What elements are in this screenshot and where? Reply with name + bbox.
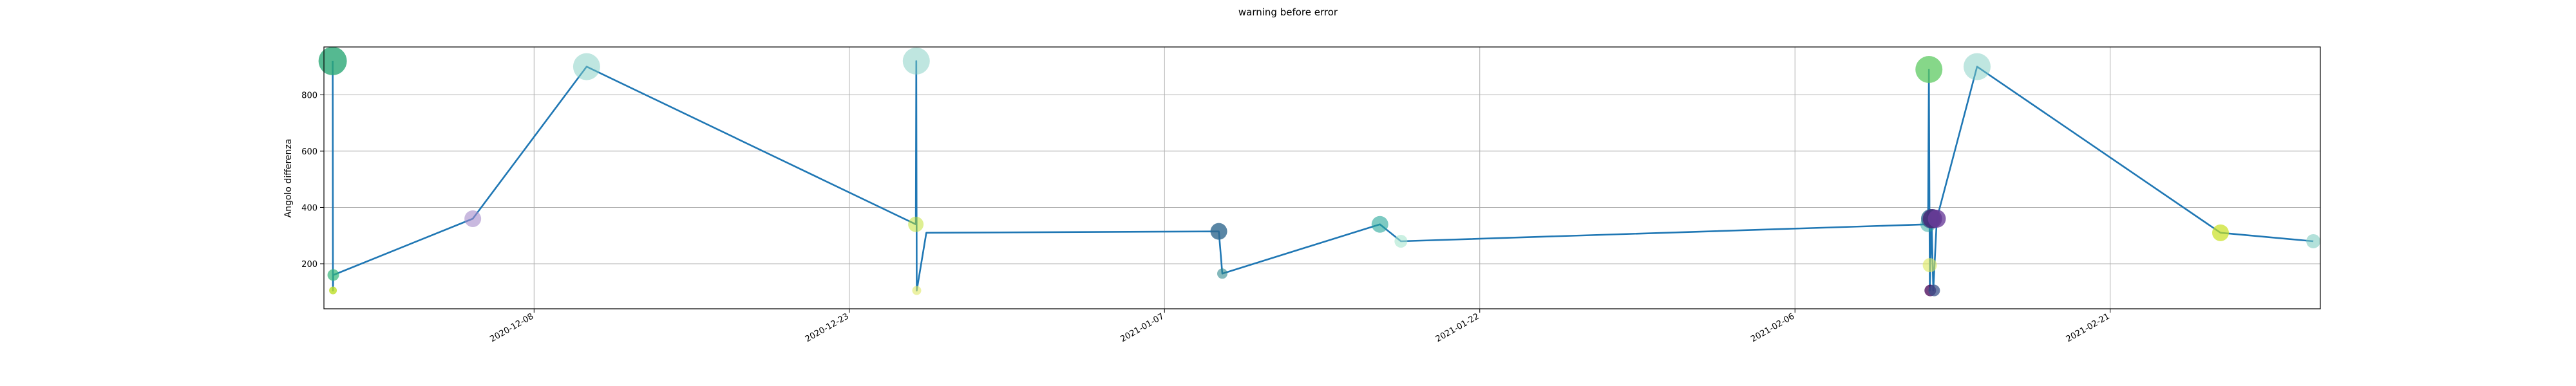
series-line xyxy=(332,60,2314,291)
y-tick-label: 400 xyxy=(301,203,317,213)
data-point xyxy=(908,216,924,232)
y-axis: 200 400 600 800 xyxy=(301,91,324,270)
data-point xyxy=(327,269,339,281)
x-tick-label: 2021-01-22 xyxy=(1434,311,1481,344)
chart-title: warning before error xyxy=(1238,6,1338,18)
data-point xyxy=(1915,56,1943,84)
data-markers xyxy=(318,46,2321,297)
data-point xyxy=(1964,53,1991,80)
data-point xyxy=(1371,216,1388,233)
y-axis-label: Angolo differenza xyxy=(283,139,294,218)
y-tick-label: 200 xyxy=(301,260,317,270)
series-polyline xyxy=(332,60,2314,291)
data-point xyxy=(573,53,600,80)
data-point xyxy=(2306,234,2321,248)
data-point xyxy=(912,286,922,295)
data-point xyxy=(329,286,337,295)
data-point xyxy=(1217,268,1227,279)
grid xyxy=(324,47,2320,309)
x-axis: 2020-12-08 2020-12-23 2021-01-07 2021-01-22… xyxy=(488,309,2112,344)
x-tick-label: 2021-02-21 xyxy=(2065,311,2112,344)
x-tick-label: 2021-01-07 xyxy=(1119,311,1166,344)
y-tick-label: 600 xyxy=(301,147,317,157)
y-tick-label: 800 xyxy=(301,91,317,100)
data-point xyxy=(464,210,482,227)
data-point xyxy=(1928,284,1940,297)
data-point xyxy=(1210,223,1227,240)
data-point xyxy=(1394,234,1408,248)
data-point xyxy=(2212,224,2229,241)
x-tick-label: 2021-02-06 xyxy=(1749,311,1796,344)
data-point xyxy=(902,47,930,75)
x-tick-label: 2020-12-23 xyxy=(804,311,851,344)
data-point xyxy=(1922,258,1937,273)
data-point xyxy=(318,46,347,75)
data-point xyxy=(1927,209,1946,228)
plot-area-frame xyxy=(323,46,2321,309)
x-tick-label: 2020-12-08 xyxy=(488,311,535,344)
